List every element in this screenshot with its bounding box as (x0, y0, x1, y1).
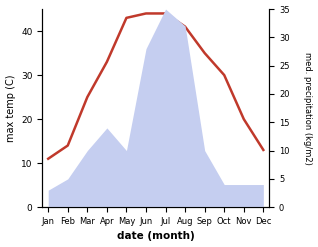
X-axis label: date (month): date (month) (117, 231, 195, 242)
Y-axis label: max temp (C): max temp (C) (5, 74, 16, 142)
Y-axis label: med. precipitation (kg/m2): med. precipitation (kg/m2) (303, 52, 313, 165)
